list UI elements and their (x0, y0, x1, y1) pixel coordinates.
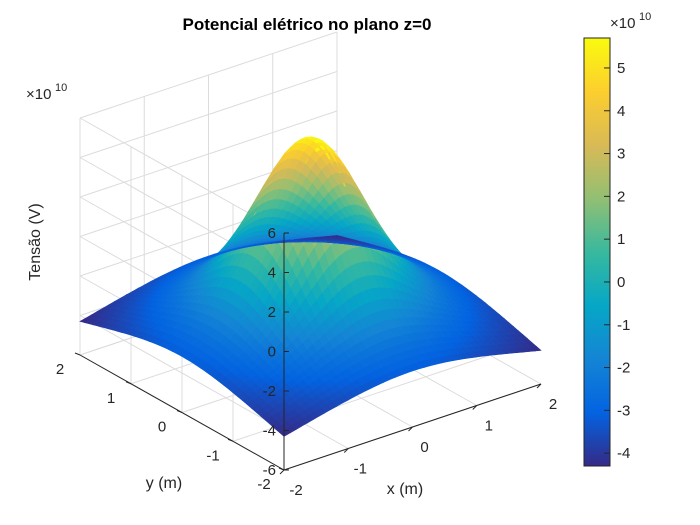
z-tick-label: -6 (263, 462, 276, 479)
y-tick-mark (125, 381, 132, 385)
y-tick-mark (227, 438, 234, 442)
x-tick-label: 2 (549, 396, 557, 413)
back-wall-gridline (79, 31, 338, 119)
surface-facet (79, 317, 92, 323)
x-tick-label: 1 (485, 418, 493, 435)
colorbar-ticks: -4 -3 -2 -1 0 1 2 3 4 5 (604, 60, 630, 462)
side-wall-gridline (79, 315, 285, 431)
y-tick-label: -1 (206, 447, 219, 464)
x-tick-mark (279, 469, 285, 475)
colorbar-tick-label: -4 (617, 445, 630, 462)
z-tick-label: 6 (268, 225, 276, 242)
colorbar-tick-label: -3 (617, 402, 630, 419)
z-exponent-base: ×10 (26, 86, 51, 103)
colorbar-exponent-base: ×10 (610, 15, 635, 32)
y-axis-label: y (m) (146, 475, 182, 492)
x-tick-label: -2 (289, 482, 302, 499)
z-exponent-power: 10 (55, 82, 67, 94)
back-wall-gridline (79, 110, 338, 198)
z-axis-label: Tensão (V) (27, 203, 44, 280)
z-exponent: ×10 10 (26, 82, 67, 103)
y-tick-label: 0 (158, 419, 166, 436)
y-tick-label: -2 (257, 476, 270, 493)
y-tick-mark (74, 352, 81, 356)
z-tick-label: 4 (268, 265, 276, 282)
x-tick-label: 0 (420, 439, 428, 456)
colorbar-exponent-power: 10 (639, 11, 651, 23)
x-tick-mark (472, 405, 478, 410)
y-tick-label: 1 (107, 390, 115, 407)
surface-plot (79, 136, 542, 437)
colorbar: -4 -3 -2 -1 0 1 2 3 4 5 ×10 10 (583, 11, 651, 467)
colorbar-gradient (583, 37, 611, 467)
x-tick-mark (408, 426, 413, 432)
x-tick-mark (343, 448, 349, 453)
colorbar-tick-label: -2 (617, 360, 630, 377)
z-tick-label: 2 (268, 304, 276, 321)
colorbar-tick-label: -1 (617, 317, 630, 334)
colorbar-tick-label: 0 (617, 274, 625, 291)
axis-ticks: -6 -4 -2 0 2 4 6 -2 -1 0 1 2 -2 -1 0 1 2 (56, 225, 557, 499)
colorbar-tick-label: 5 (617, 60, 625, 77)
colorbar-tick-label: 1 (617, 231, 625, 248)
y-tick-mark (176, 410, 183, 413)
colorbar-tick-label: 2 (617, 188, 625, 205)
y-tick-label: 2 (56, 361, 64, 378)
colorbar-tick-label: 4 (617, 103, 625, 120)
y-tick-mark (278, 467, 285, 471)
colorbar-tick-label: 3 (617, 146, 625, 163)
back-wall-gridline (79, 71, 338, 158)
x-axis-label: x (m) (387, 481, 423, 498)
chart-title: Potencial elétrico no plano z=0 (183, 15, 432, 34)
z-tick-label: -2 (263, 383, 276, 400)
x-tick-label: -1 (354, 461, 367, 478)
x-tick-mark (536, 383, 542, 389)
z-tick-label: 0 (268, 344, 276, 361)
z-tick-label: -4 (263, 423, 276, 440)
